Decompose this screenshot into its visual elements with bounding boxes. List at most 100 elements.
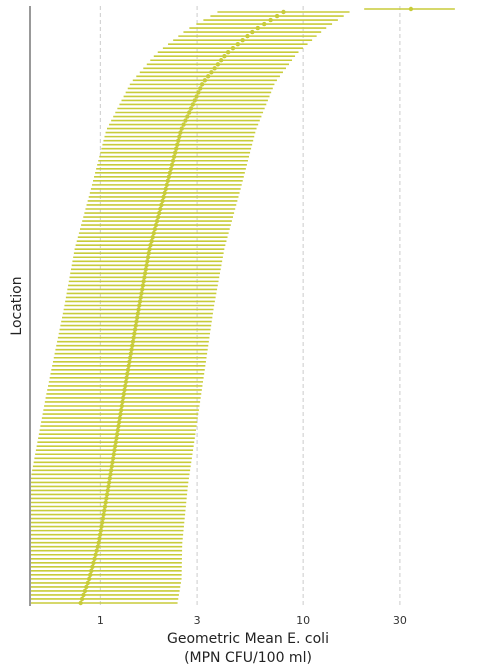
mean-point — [183, 118, 188, 123]
mean-point — [104, 492, 110, 497]
mean-point — [82, 588, 88, 594]
mean-point — [240, 37, 245, 43]
mean-point — [142, 271, 148, 276]
location-row — [95, 170, 245, 176]
location-row — [65, 295, 216, 300]
location-row — [42, 411, 199, 417]
mean-point — [112, 444, 118, 449]
location-row — [31, 504, 186, 509]
mean-point — [141, 279, 146, 284]
location-row — [37, 439, 195, 445]
mean-point — [177, 134, 182, 139]
location-row — [31, 560, 182, 565]
location-row — [31, 588, 180, 594]
mean-point — [205, 74, 211, 79]
location-row — [67, 287, 218, 292]
mean-point — [134, 315, 140, 320]
location-row — [31, 564, 182, 570]
location-row — [31, 488, 188, 493]
mean-point — [158, 206, 163, 212]
mean-point — [107, 476, 112, 481]
mean-point — [230, 45, 236, 51]
mean-point — [91, 560, 96, 565]
location-row — [173, 37, 313, 43]
location-row — [52, 359, 206, 364]
mean-point — [202, 78, 208, 83]
mean-point — [185, 114, 190, 119]
location-row — [203, 17, 338, 23]
location-row — [52, 363, 206, 368]
mean-point — [98, 528, 104, 533]
mean-point — [139, 291, 144, 296]
location-row — [31, 584, 181, 590]
mean-point — [218, 58, 224, 63]
location-row — [47, 387, 202, 393]
location-row — [35, 448, 194, 453]
location-row — [153, 54, 296, 59]
mean-point — [114, 431, 120, 437]
location-row — [54, 351, 208, 356]
location-row — [35, 452, 193, 457]
mean-point — [104, 496, 109, 501]
location-row — [74, 247, 225, 252]
location-row — [65, 299, 215, 304]
location-row — [31, 500, 187, 505]
mean-point — [126, 363, 131, 368]
location-row — [113, 114, 262, 119]
location-row — [64, 303, 215, 308]
mean-point — [103, 500, 108, 505]
mean-point — [250, 29, 255, 35]
mean-point — [268, 17, 273, 23]
mean-point — [198, 86, 203, 91]
location-row — [162, 45, 304, 51]
mean-point — [101, 512, 106, 517]
mean-point — [136, 307, 141, 312]
location-row — [68, 279, 219, 284]
mean-point — [125, 367, 131, 373]
mean-point — [144, 263, 149, 268]
location-row — [69, 275, 220, 280]
location-row — [71, 263, 222, 268]
location-row — [62, 311, 213, 316]
mean-point — [170, 158, 176, 163]
location-row — [31, 476, 189, 481]
mean-point — [95, 544, 100, 549]
location-row — [100, 150, 251, 155]
location-row — [62, 315, 213, 320]
location-row — [49, 375, 204, 381]
mean-point — [81, 592, 86, 598]
mean-point — [140, 287, 145, 292]
location-row — [40, 423, 197, 429]
location-row — [31, 600, 178, 606]
mean-point — [274, 13, 280, 19]
mean-point — [110, 460, 115, 465]
mean-point — [142, 275, 147, 280]
mean-point — [145, 259, 150, 264]
mean-point — [138, 295, 143, 300]
mean-point — [169, 162, 175, 167]
mean-point — [255, 25, 260, 31]
location-row — [81, 222, 231, 228]
location-row — [127, 86, 273, 91]
mean-point — [129, 347, 134, 352]
mean-point — [174, 146, 179, 151]
x-tick-label: 1 — [97, 614, 104, 627]
mean-point — [181, 122, 186, 127]
mean-point — [160, 198, 165, 204]
mean-point — [190, 102, 196, 107]
location-row — [96, 166, 246, 171]
location-row — [210, 13, 344, 19]
mean-point — [112, 448, 117, 453]
location-row — [63, 307, 214, 312]
location-row — [31, 492, 188, 497]
mean-point — [135, 311, 141, 316]
mean-point — [150, 234, 155, 240]
location-row — [43, 407, 199, 413]
location-row — [70, 267, 221, 272]
mean-point — [92, 556, 97, 561]
location-row — [31, 568, 182, 574]
mean-point — [134, 319, 139, 324]
location-row — [178, 33, 317, 39]
mean-point — [168, 166, 174, 171]
mean-point — [116, 419, 122, 425]
